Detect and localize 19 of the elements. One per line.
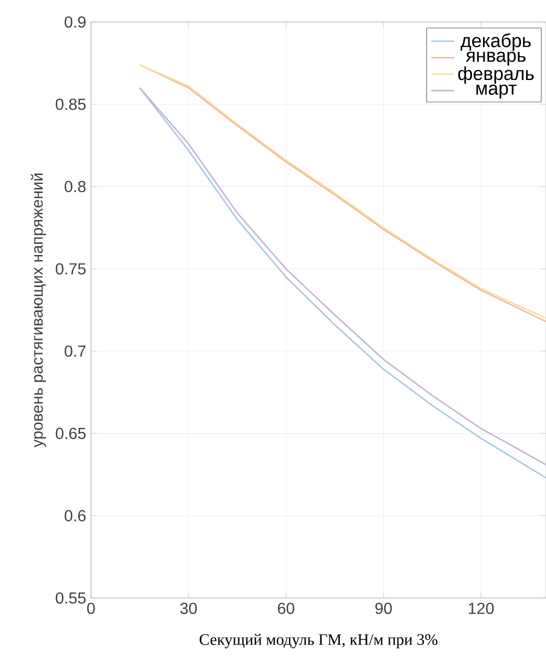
y-tick-label: 0.85 bbox=[56, 98, 86, 110]
legend-label: февраль bbox=[458, 66, 534, 84]
x-tick-label: 90 bbox=[375, 602, 392, 614]
x-tick-label: 60 bbox=[278, 602, 294, 614]
y-tick-label: 0.6 bbox=[64, 510, 86, 522]
legend-label: декабрь bbox=[460, 33, 531, 51]
x-axis-title: Секущий модуль ГМ, кН/м при 3% bbox=[200, 634, 438, 648]
y-tick-label: 0.7 bbox=[64, 345, 86, 357]
y-tick-label: 0.8 bbox=[64, 180, 86, 192]
x-tick-label: 0 bbox=[87, 602, 95, 614]
y-tick-label: 0.55 bbox=[56, 592, 86, 604]
y-axis-title: уровень растягивающих напряжений bbox=[30, 174, 46, 448]
x-tick-label: 120 bbox=[468, 602, 494, 614]
legend-label: март bbox=[476, 84, 517, 99]
legend-label: январь bbox=[466, 52, 526, 66]
y-tick-label: 0.75 bbox=[56, 263, 86, 275]
y-tick-label: 0.9 bbox=[64, 16, 86, 28]
x-tick-label: 30 bbox=[180, 602, 197, 614]
y-tick-label: 0.65 bbox=[56, 428, 86, 440]
